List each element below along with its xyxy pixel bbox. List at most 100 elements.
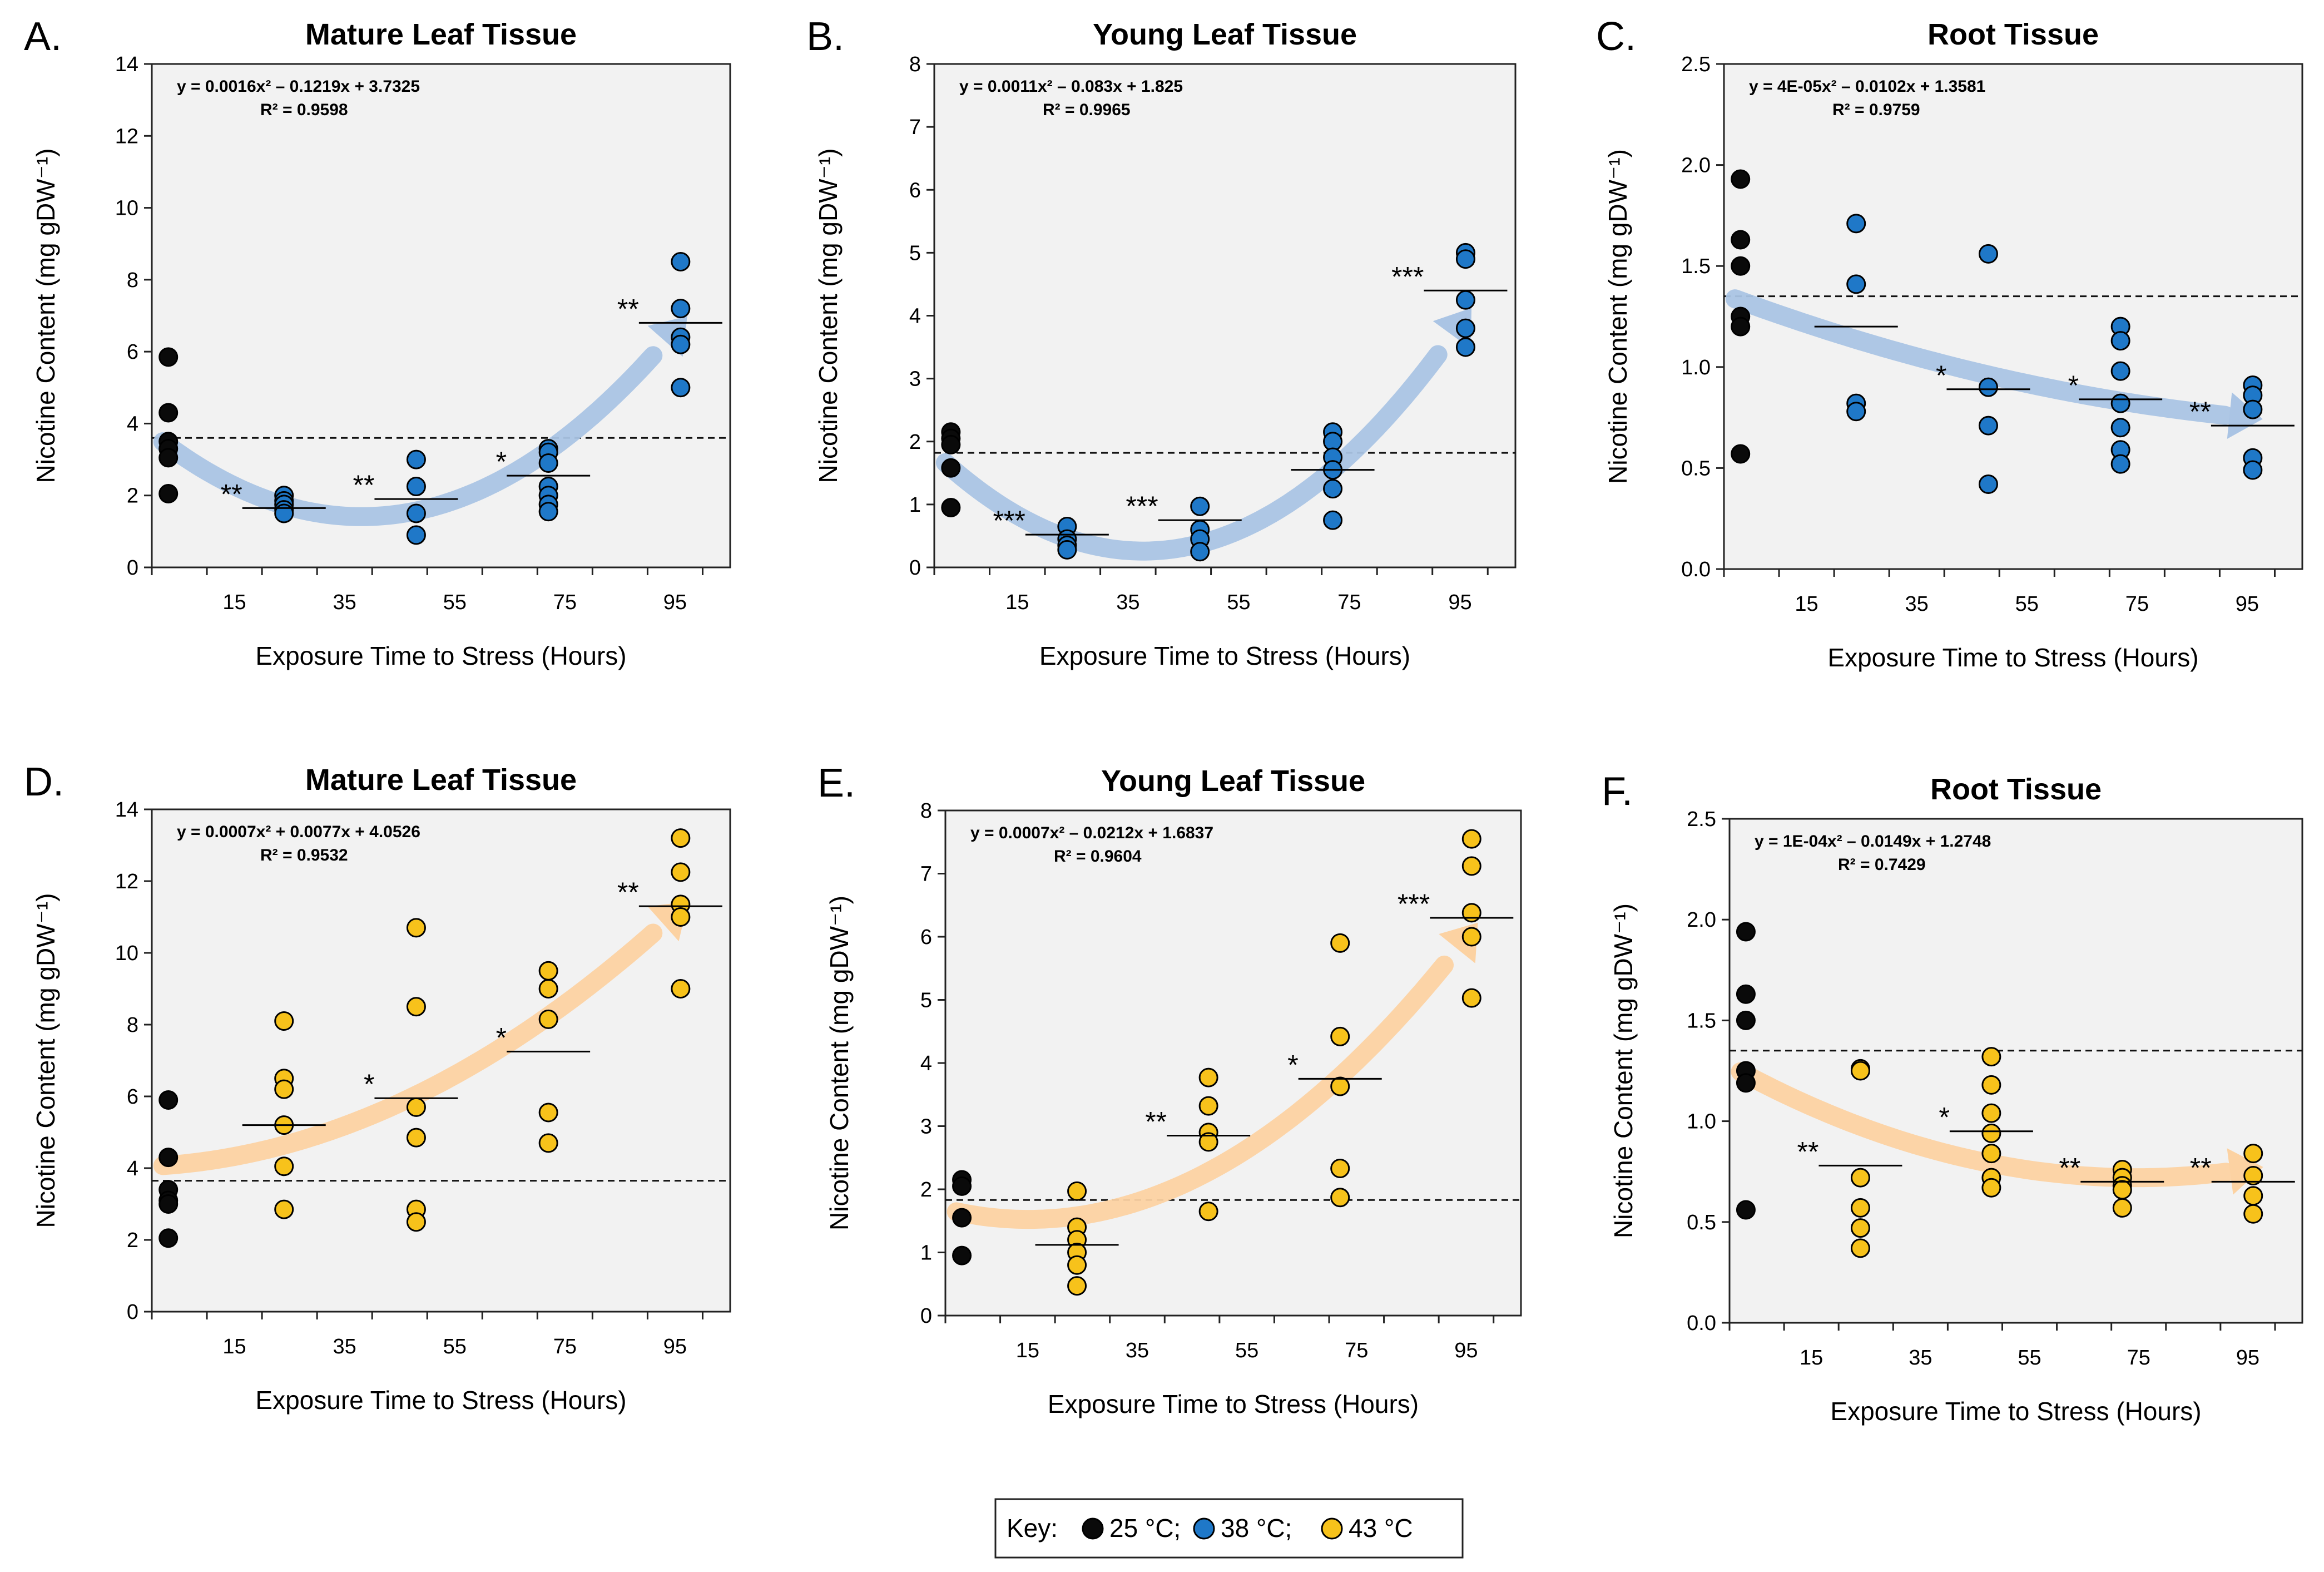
significance-label: * xyxy=(2068,370,2079,401)
x-tick-label: 55 xyxy=(1235,1339,1258,1362)
y-tick-label: 14 xyxy=(115,798,138,822)
y-tick-label: 2.5 xyxy=(1681,53,1711,76)
x-axis-label: Exposure Time to Stress (Hours) xyxy=(255,641,626,670)
data-point-stress xyxy=(406,449,426,469)
y-tick-label: 0.0 xyxy=(1687,1312,1716,1335)
y-tick-label: 2.0 xyxy=(1687,908,1716,932)
y-tick-label: 6 xyxy=(127,340,138,364)
key-box xyxy=(994,1498,1464,1559)
y-tick-label: 8 xyxy=(920,799,932,823)
significance-label: ** xyxy=(2189,396,2211,427)
trend-arrow-head xyxy=(2227,392,2263,439)
data-point-stress xyxy=(1190,496,1210,516)
data-point-stress xyxy=(2243,1204,2263,1224)
data-point-stress xyxy=(406,1097,426,1117)
r-squared: R² = 0.9965 xyxy=(1043,101,1131,119)
key-marker xyxy=(1321,1517,1343,1540)
data-point-stress xyxy=(1330,933,1350,953)
data-point-stress xyxy=(1067,1181,1087,1201)
x-tick-label: 75 xyxy=(1337,591,1361,614)
data-point-stress xyxy=(671,378,691,398)
data-point-stress xyxy=(1330,1188,1350,1208)
data-point-stress xyxy=(1067,1276,1087,1296)
plot-area xyxy=(151,808,731,1313)
data-point-stress xyxy=(1981,1103,2001,1123)
y-tick-label: 6 xyxy=(909,179,921,202)
y-axis-label: Nicotine Content (mg gDW⁻¹) xyxy=(31,893,60,1228)
x-tick-label: 15 xyxy=(1005,591,1029,614)
data-point-control xyxy=(158,1194,179,1214)
data-point-stress xyxy=(2243,1186,2263,1206)
data-point-stress xyxy=(671,979,691,998)
data-point-stress xyxy=(2110,418,2130,438)
x-tick-label: 35 xyxy=(333,591,356,614)
data-point-stress xyxy=(1198,1202,1218,1222)
data-point-stress xyxy=(1323,479,1343,499)
data-point-stress xyxy=(1846,214,1866,234)
x-tick-label: 55 xyxy=(2015,592,2039,616)
data-point-stress xyxy=(2110,393,2130,413)
r-squared: R² = 0.7429 xyxy=(1838,856,1926,874)
data-point-stress xyxy=(1978,416,1998,436)
x-tick-label: 55 xyxy=(1227,591,1250,614)
key-prefix: Key: xyxy=(1007,1514,1058,1543)
y-tick-label: 7 xyxy=(909,116,921,139)
x-tick-label: 95 xyxy=(1454,1339,1478,1362)
fit-equation: y = 0.0016x² – 0.1219x + 3.7325 xyxy=(177,77,420,96)
x-tick-label: 95 xyxy=(2236,592,2259,616)
data-point-control xyxy=(941,498,961,518)
data-point-control xyxy=(158,1090,179,1110)
data-point-control xyxy=(158,1148,179,1168)
data-point-control xyxy=(1736,922,1756,942)
significance-label: ** xyxy=(617,293,639,324)
data-point-stress xyxy=(1978,244,1998,264)
significance-label: ** xyxy=(221,478,242,510)
x-axis-label: Exposure Time to Stress (Hours) xyxy=(1827,643,2198,672)
data-point-stress xyxy=(1455,337,1475,357)
data-point-stress xyxy=(538,502,558,522)
y-tick-label: 2 xyxy=(127,485,138,508)
data-point-stress xyxy=(1198,1067,1218,1087)
significance-label: * xyxy=(364,1069,374,1100)
significance-label: ** xyxy=(1797,1136,1819,1167)
trend-arrow-shaft xyxy=(153,923,663,1175)
data-point-control xyxy=(941,458,961,478)
data-point-stress xyxy=(1461,829,1481,849)
data-point-stress xyxy=(1978,377,1998,397)
y-tick-label: 8 xyxy=(127,269,138,292)
significance-label: *** xyxy=(993,505,1025,536)
chart-panel-5: E. Young Leaf Tissue 0 1 2 3 4 5 6 7 8 15 35 55 75 95 Ex… xyxy=(817,761,1522,1418)
x-axis-label: Exposure Time to Stress (Hours) xyxy=(1039,641,1410,670)
data-point-control xyxy=(941,434,961,454)
chart-panel-6: F. Root Tissue 0.0 0.5 1.0 1.5 2.0 2.5 15 35 55 75 9… xyxy=(1602,769,2303,1426)
y-tick-label: 0 xyxy=(127,1301,138,1324)
data-point-stress xyxy=(1190,542,1210,562)
y-tick-label: 10 xyxy=(115,197,138,220)
significance-label: * xyxy=(1287,1049,1298,1080)
x-tick-label: 75 xyxy=(553,1335,577,1358)
y-tick-label: 1.0 xyxy=(1687,1110,1716,1134)
data-point-control xyxy=(1731,230,1751,250)
data-point-stress xyxy=(1981,1144,2001,1164)
data-point-control xyxy=(952,1176,972,1196)
y-tick-label: 14 xyxy=(115,53,138,76)
data-point-stress xyxy=(274,1156,294,1176)
data-point-control xyxy=(1736,1200,1756,1220)
data-point-stress xyxy=(1323,510,1343,530)
significance-label: ** xyxy=(2190,1152,2212,1183)
data-point-stress xyxy=(2110,331,2130,351)
trend-arrow-shaft xyxy=(935,345,1448,561)
data-point-control xyxy=(158,403,179,423)
data-point-stress xyxy=(1461,856,1481,876)
data-point-stress xyxy=(406,1128,426,1148)
fit-equation: y = 0.0011x² – 0.083x + 1.825 xyxy=(959,77,1183,96)
x-tick-label: 35 xyxy=(1116,591,1139,614)
data-point-stress xyxy=(538,1133,558,1153)
y-axis-label: Nicotine Content (mg gDW⁻¹) xyxy=(1609,903,1638,1238)
data-point-control xyxy=(158,1228,179,1248)
plot-area xyxy=(1728,818,2303,1324)
key-label: 38 °C; xyxy=(1221,1514,1292,1543)
x-tick-label: 75 xyxy=(1345,1339,1368,1362)
data-point-stress xyxy=(671,828,691,848)
